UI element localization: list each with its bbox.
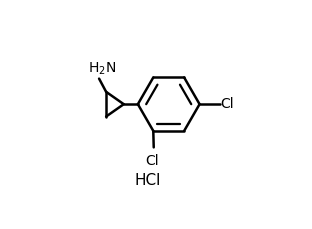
Text: Cl: Cl xyxy=(145,154,159,169)
Text: Cl: Cl xyxy=(221,97,234,111)
Text: H$_2$N: H$_2$N xyxy=(88,60,116,77)
Text: HCl: HCl xyxy=(134,173,161,188)
